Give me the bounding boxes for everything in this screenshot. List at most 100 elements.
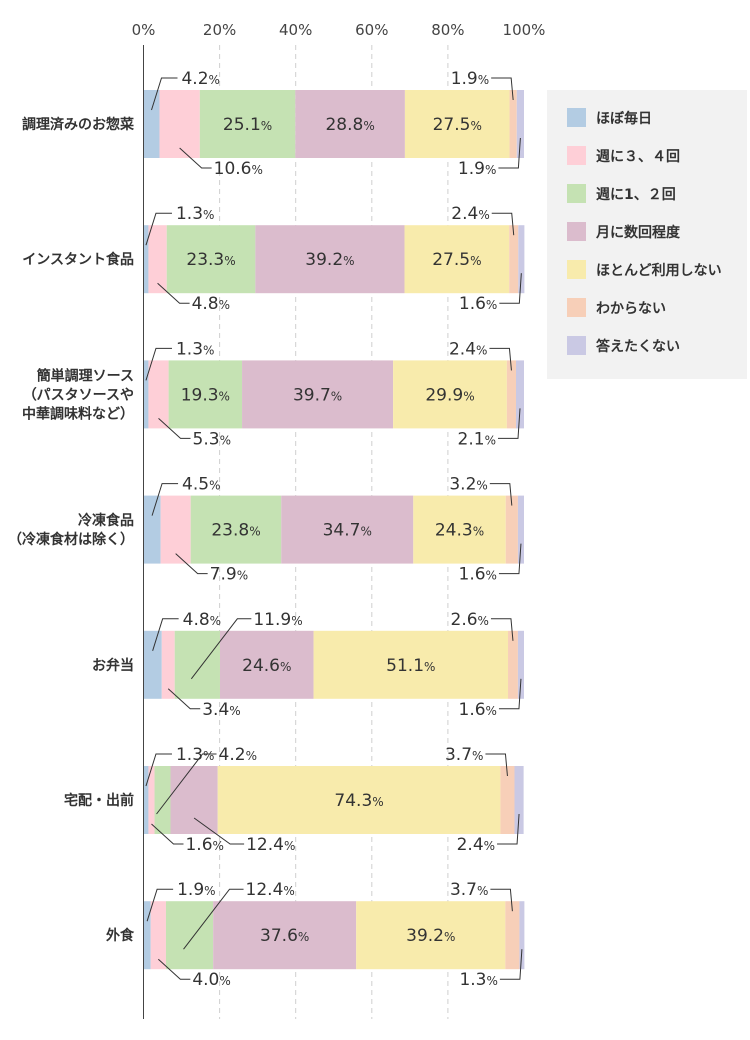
leader-line xyxy=(498,137,521,169)
data-label: 12.4% xyxy=(246,835,295,855)
bar-segment xyxy=(165,901,214,970)
bar-segment xyxy=(143,766,149,834)
bar-segment xyxy=(174,630,220,699)
legend-label: わからない xyxy=(596,301,666,317)
bar-segment xyxy=(160,495,191,564)
legend: ほぼ毎日週に３、４回週に1、２回月に数回程度ほとんど利用しないわからない答えたく… xyxy=(547,90,747,379)
data-label: 5.3% xyxy=(193,429,231,449)
data-label: 4.2% xyxy=(219,745,257,765)
data-label: 27.5% xyxy=(432,250,481,270)
data-label: 1.3% xyxy=(459,970,497,990)
data-label: 3.4% xyxy=(202,700,240,720)
leader-line xyxy=(145,347,172,381)
data-label: 23.8% xyxy=(211,521,260,541)
bar-segment xyxy=(143,360,149,429)
leader-line xyxy=(490,888,513,912)
data-label: 4.5% xyxy=(182,475,220,495)
bar-segment xyxy=(281,495,414,564)
category-label: 外食 xyxy=(106,927,135,944)
leader-lines xyxy=(145,77,523,980)
leader-line xyxy=(497,813,520,845)
x-tick-label: 40% xyxy=(279,21,312,39)
bar-segment xyxy=(161,630,175,699)
bar-segment xyxy=(148,225,167,294)
data-label: 10.6% xyxy=(214,159,263,179)
data-label: 51.1% xyxy=(386,656,435,676)
leader-line xyxy=(156,753,217,815)
leader-line xyxy=(491,212,515,236)
data-label: 3.7% xyxy=(450,880,488,900)
data-label: 39.2% xyxy=(406,926,455,946)
legend-label: 週に1、２回 xyxy=(596,187,676,203)
bar-segment xyxy=(509,90,517,158)
category-label: 冷凍食品 xyxy=(78,512,134,529)
leader-line xyxy=(145,753,172,787)
category-label: 中華調味料など） xyxy=(22,405,134,422)
bar-segment xyxy=(255,225,405,294)
data-label: 1.9% xyxy=(451,69,489,89)
bar-segment xyxy=(393,360,507,429)
data-label: 27.5% xyxy=(433,115,482,135)
leader-line xyxy=(151,483,179,516)
data-label: 37.6% xyxy=(260,926,309,946)
bar-segment xyxy=(217,766,501,834)
bar-segment xyxy=(199,90,296,158)
value-labels: 25.1% 28.8% 27.5% 4.2% 10.6% 1.9% 1.9% 23.3% 39.… xyxy=(176,69,498,990)
category-label: （パスタソースや xyxy=(23,387,134,403)
leader-line xyxy=(498,408,521,439)
legend-label: 月に数回程度 xyxy=(595,224,681,241)
data-label: 1.6% xyxy=(185,835,223,855)
bar-segment xyxy=(516,90,524,158)
data-label: 28.8% xyxy=(325,115,374,135)
data-label: 29.9% xyxy=(425,385,474,405)
legend-label: 答えたくない xyxy=(596,338,680,355)
data-label: 39.2% xyxy=(305,250,354,270)
bar-segment xyxy=(413,495,506,564)
leader-line xyxy=(146,888,174,922)
data-label: 34.7% xyxy=(323,521,372,541)
bar-segment xyxy=(500,766,515,834)
bar-segment xyxy=(166,225,256,294)
category-label: インスタント食品 xyxy=(22,251,134,268)
leader-line xyxy=(499,273,522,304)
bar-segment xyxy=(213,901,357,970)
bar-segments xyxy=(143,90,525,970)
data-label: 3.7% xyxy=(445,745,483,765)
bar-segment xyxy=(150,901,166,970)
data-label: 1.3% xyxy=(176,204,214,224)
legend-label: ほとんど利用しない xyxy=(596,262,722,279)
leader-line xyxy=(190,618,252,680)
bar-segment xyxy=(143,90,160,158)
leader-line xyxy=(183,888,244,950)
leader-line xyxy=(490,618,514,641)
category-label: お弁当 xyxy=(92,657,134,674)
legend-swatch xyxy=(567,146,586,165)
bar-segment xyxy=(154,766,171,834)
x-tick-label: 100% xyxy=(503,21,546,39)
leader-line xyxy=(179,147,212,169)
data-label: 12.4% xyxy=(246,880,295,900)
bar-segment xyxy=(313,630,509,699)
data-label: 4.8% xyxy=(183,610,221,630)
bar-segment xyxy=(404,90,510,158)
bar-segment xyxy=(148,766,155,834)
data-label: 24.6% xyxy=(242,656,291,676)
bar-segment xyxy=(143,495,161,564)
data-label: 19.3% xyxy=(181,385,230,405)
bar-segment xyxy=(143,901,151,970)
data-label: 1.6% xyxy=(459,294,497,314)
data-label: 2.6% xyxy=(451,610,489,630)
category-label: 調理済みのお惣菜 xyxy=(22,116,135,133)
bar-segment xyxy=(295,90,405,158)
bar-segment xyxy=(404,225,510,294)
data-label: 2.4% xyxy=(457,835,495,855)
bar-segment xyxy=(517,495,524,564)
data-label: 2.1% xyxy=(458,429,496,449)
category-label: 簡単調理ソース xyxy=(37,367,134,384)
bar-segment xyxy=(143,630,162,699)
bar-segment xyxy=(168,360,243,429)
data-label: 4.2% xyxy=(181,69,219,89)
bar-segment xyxy=(508,630,518,699)
